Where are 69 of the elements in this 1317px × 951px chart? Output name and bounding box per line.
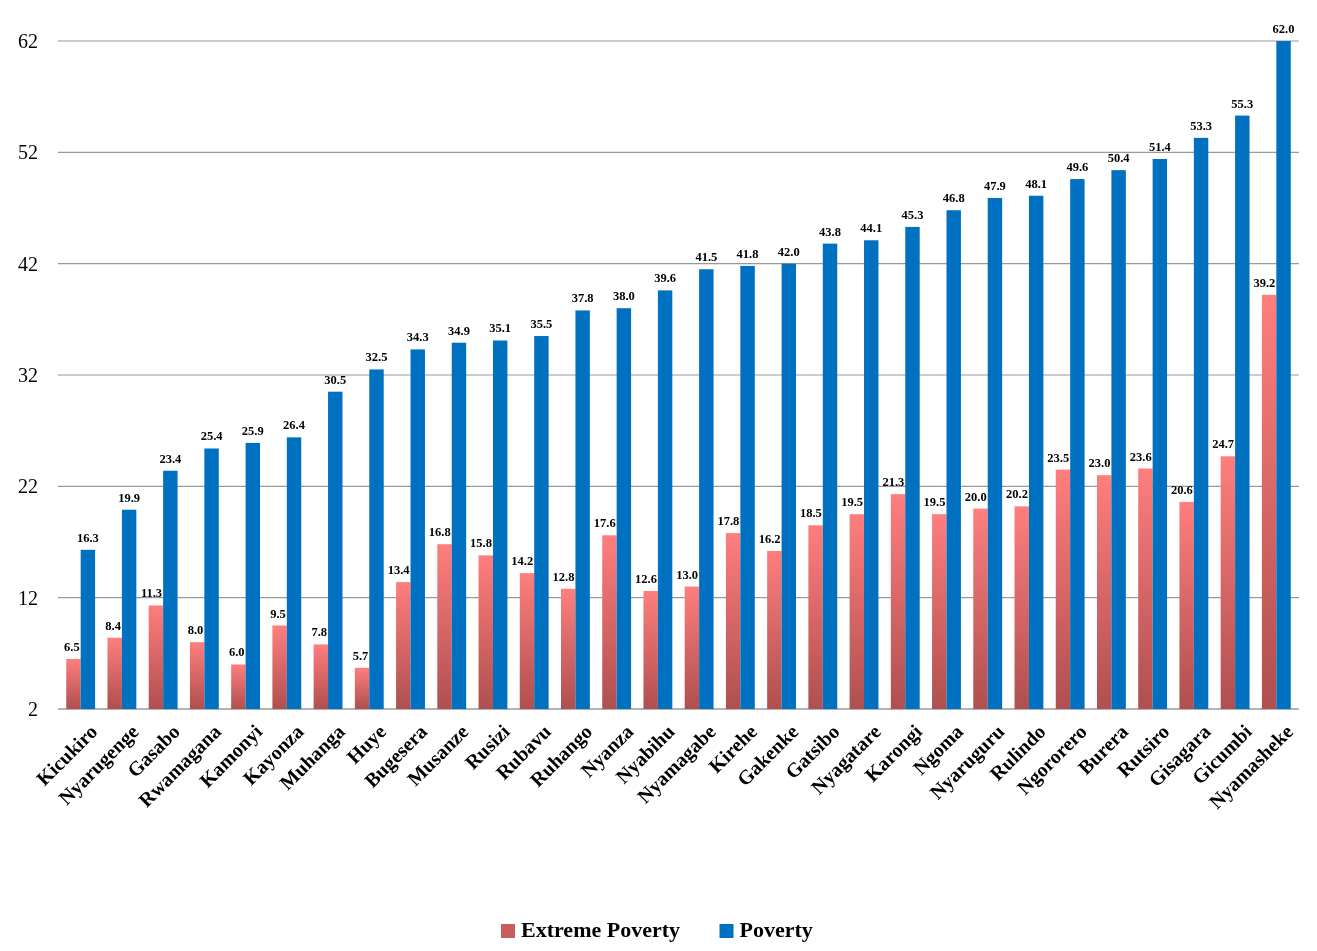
data-label: 37.8 [571, 291, 594, 306]
data-label: 34.9 [448, 323, 470, 338]
y-tick-label: 42 [18, 252, 38, 275]
data-label: 18.5 [799, 506, 822, 521]
data-label: 26.4 [283, 418, 306, 433]
data-label: 35.5 [530, 317, 553, 332]
data-label: 15.8 [470, 536, 492, 551]
data-label: 53.3 [1190, 118, 1213, 133]
data-label: 6.0 [228, 645, 245, 660]
data-label: 16.8 [428, 525, 451, 540]
data-label: 17.8 [717, 514, 740, 529]
data-label: 8.0 [187, 623, 204, 638]
data-label: 32.5 [365, 350, 388, 365]
y-tick-label: 2 [28, 698, 38, 720]
data-label: 20.2 [1006, 487, 1028, 502]
data-label: 23.4 [159, 451, 183, 466]
data-label: 55.3 [1231, 96, 1254, 111]
data-label: 14.2 [511, 554, 534, 569]
data-label: 19.5 [923, 495, 946, 510]
data-label: 20.0 [964, 489, 987, 504]
legend-label: Poverty [739, 917, 813, 942]
data-label: 49.6 [1066, 160, 1089, 175]
data-label: 47.9 [984, 178, 1006, 193]
data-label: 8.4 [105, 618, 122, 633]
data-label: 43.8 [819, 224, 841, 239]
legend-label: Extreme Poverty [521, 917, 681, 942]
data-label: 38.0 [612, 289, 635, 304]
data-label: 45.3 [901, 207, 924, 222]
data-label: 23.6 [1129, 449, 1152, 464]
data-label: 41.5 [695, 250, 718, 265]
data-label: 50.4 [1107, 151, 1131, 166]
data-label: 41.8 [736, 246, 759, 261]
data-label: 13.0 [676, 567, 699, 582]
data-label: 12.8 [552, 569, 575, 584]
data-label: 39.6 [654, 271, 677, 286]
data-label: 51.4 [1148, 140, 1172, 155]
data-label: 19.9 [118, 490, 141, 505]
data-label: 46.8 [942, 191, 965, 206]
y-tick-label: 12 [18, 586, 38, 609]
data-label: 44.1 [860, 221, 883, 236]
data-label: 23.0 [1088, 456, 1111, 471]
data-label: 25.9 [241, 423, 264, 438]
data-label: 39.2 [1253, 275, 1276, 290]
y-tick-label: 62 [18, 30, 38, 52]
data-label: 17.6 [593, 516, 616, 531]
data-label: 5.7 [352, 648, 369, 663]
data-label: 62.0 [1272, 22, 1295, 36]
y-tick-label: 22 [18, 475, 38, 498]
data-label: 34.3 [406, 330, 429, 345]
data-label: 20.6 [1170, 482, 1193, 497]
data-label: 21.3 [882, 475, 905, 490]
data-label: 11.3 [140, 586, 163, 601]
y-tick-label: 52 [18, 141, 38, 164]
data-label: 42.0 [777, 244, 800, 259]
data-label: 6.5 [64, 639, 80, 654]
data-label: 30.5 [324, 372, 347, 387]
data-label: 9.5 [270, 606, 286, 621]
data-label: 35.1 [489, 321, 512, 336]
data-label: 7.8 [311, 625, 328, 640]
data-label: 25.4 [200, 429, 224, 444]
y-tick-label: 32 [18, 364, 38, 386]
data-label: 16.3 [76, 530, 99, 545]
data-label: 13.4 [387, 563, 411, 578]
data-label: 12.6 [635, 571, 657, 586]
data-label: 23.5 [1047, 450, 1070, 465]
data-label: 48.1 [1025, 176, 1048, 191]
data-label: 16.2 [758, 531, 781, 546]
data-label: 24.7 [1212, 437, 1235, 452]
data-label: 19.5 [841, 495, 864, 510]
